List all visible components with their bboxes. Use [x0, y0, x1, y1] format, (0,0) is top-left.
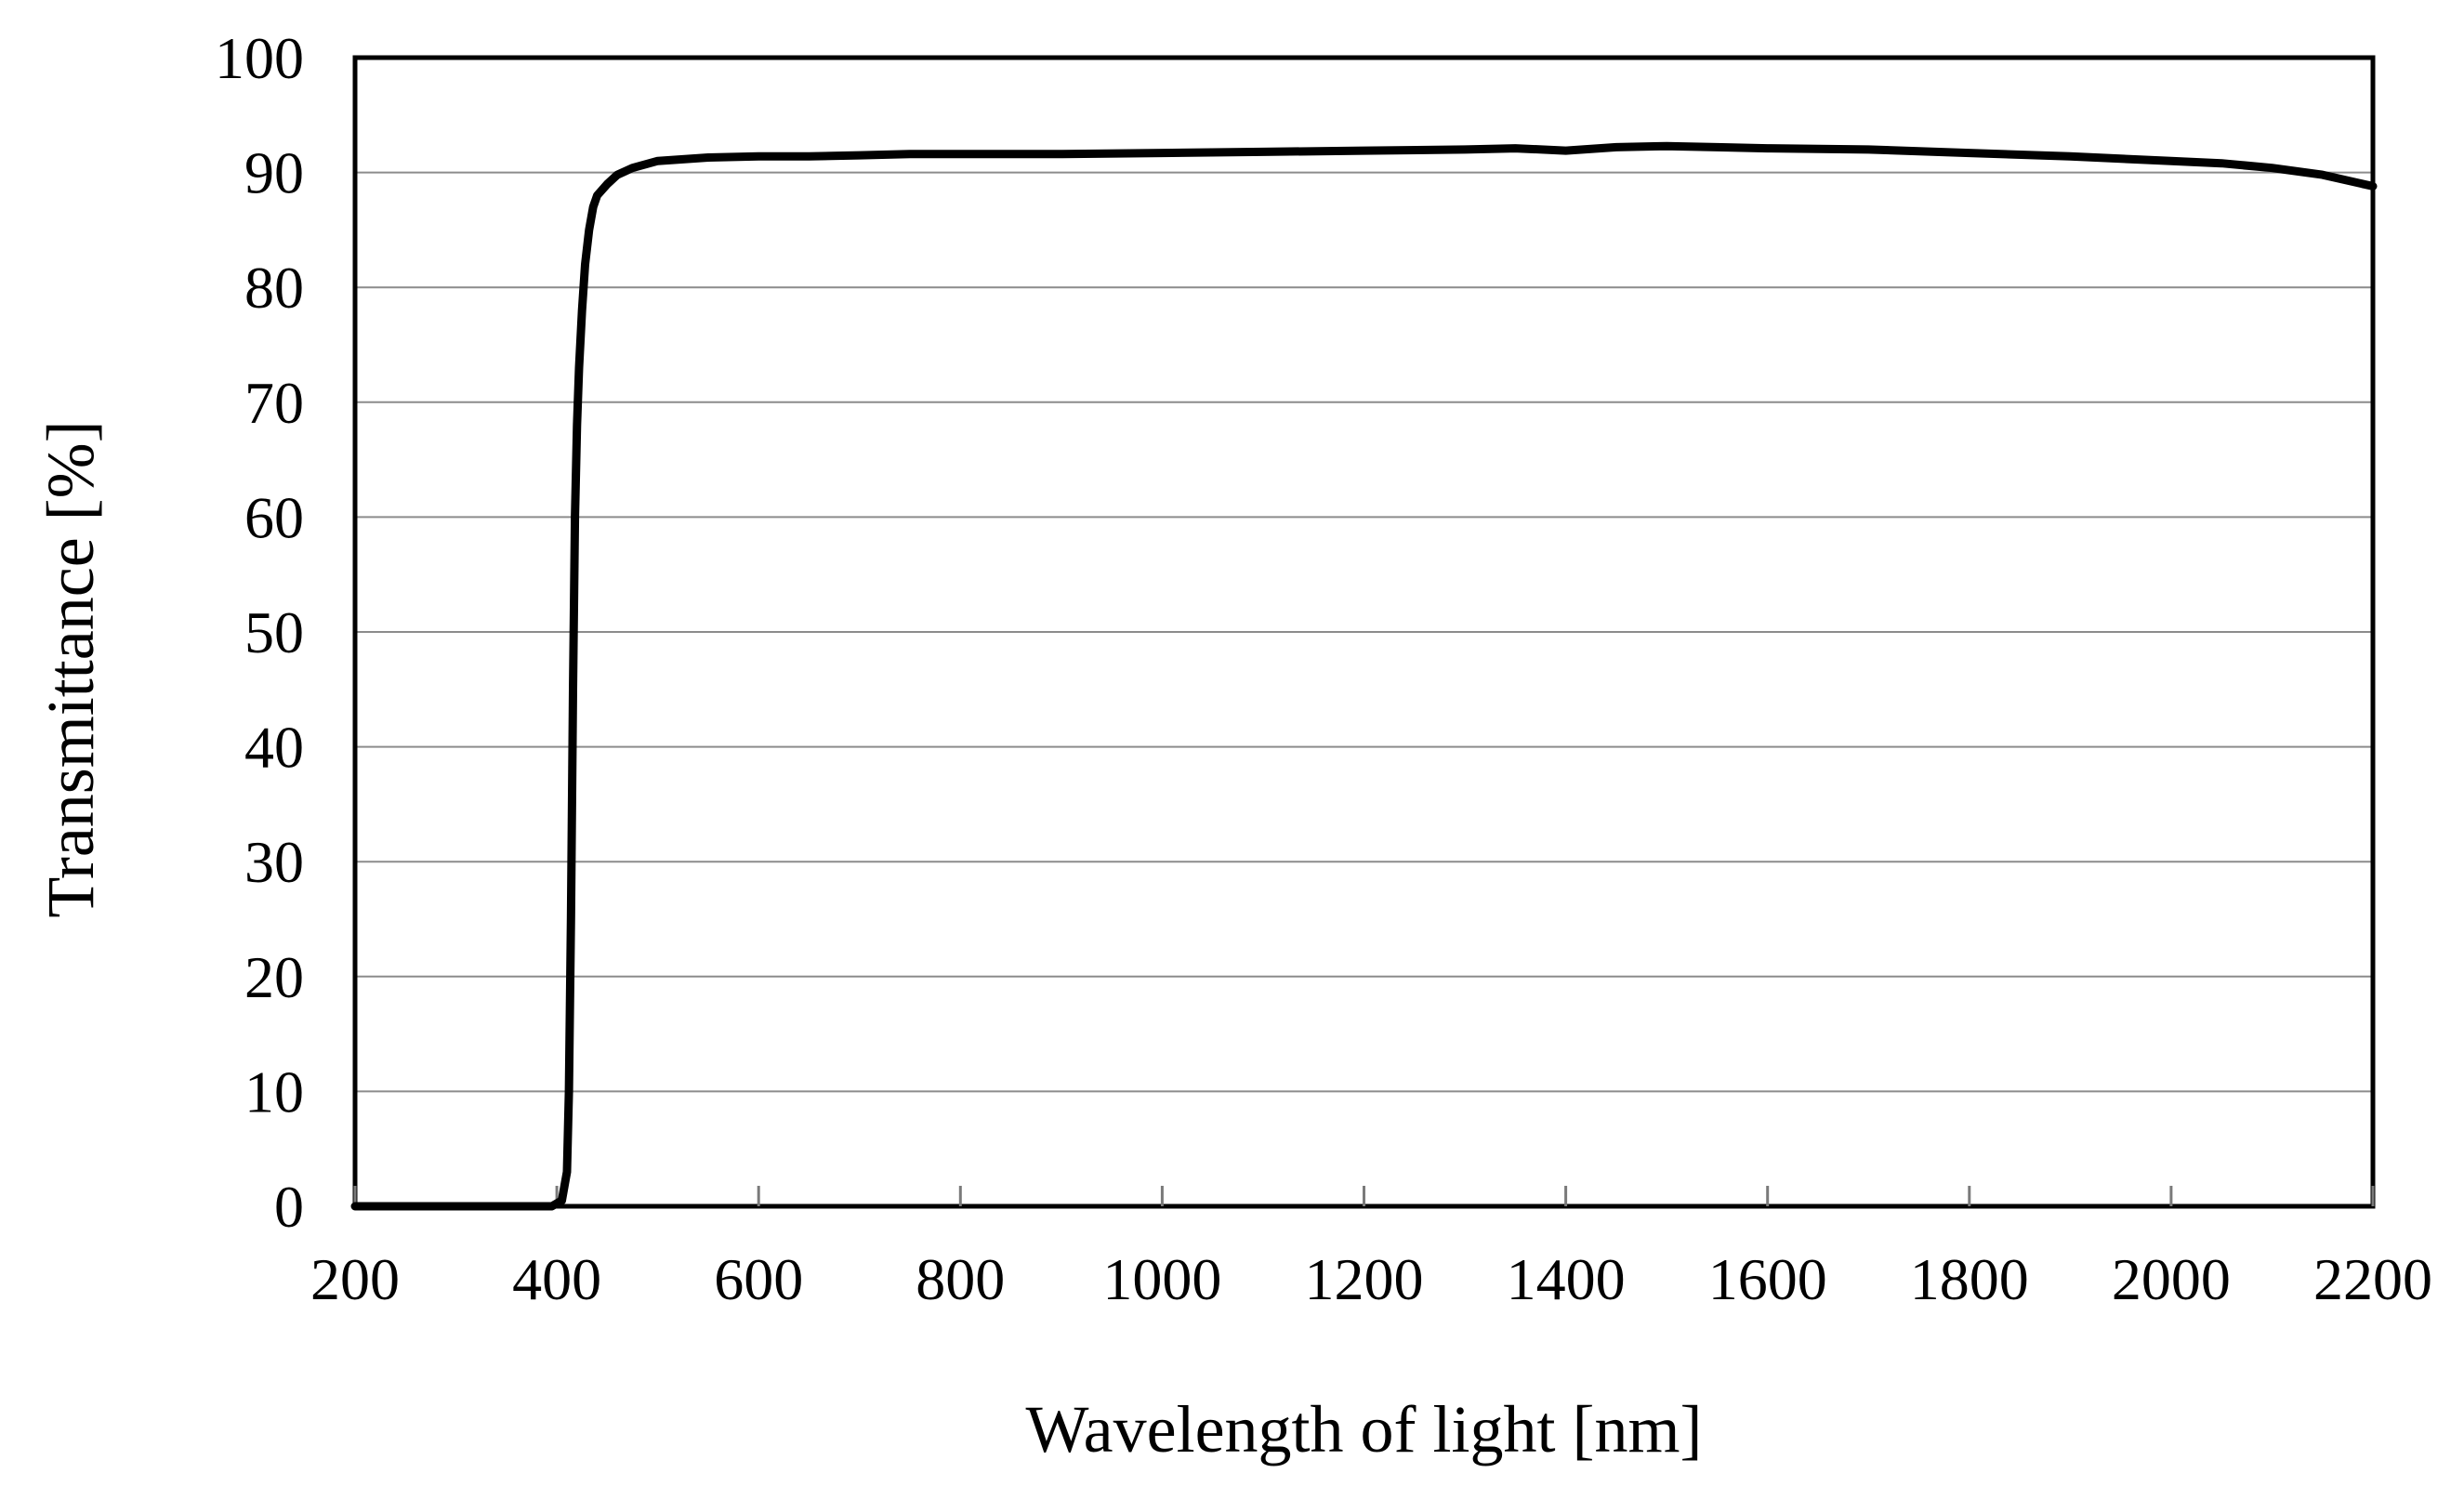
grid-lines: [355, 171, 2373, 1093]
y-tick-label: 30: [244, 829, 304, 895]
x-tick-label: 200: [310, 1246, 400, 1312]
x-tick-label: 400: [512, 1246, 601, 1312]
x-tick-label: 2000: [2112, 1246, 2231, 1312]
x-axis-title: Wavelength of light [nm]: [1025, 1392, 1702, 1466]
y-tick-label: 10: [244, 1059, 304, 1124]
x-tick-label: 1400: [1507, 1246, 1626, 1312]
x-tick-label: 1000: [1102, 1246, 1221, 1312]
x-tick-label: 2200: [2313, 1246, 2432, 1312]
y-tick-label: 40: [244, 715, 304, 781]
y-axis-title: Transmittance [%]: [33, 420, 108, 917]
y-tick-label: 100: [215, 25, 304, 91]
y-axis-ticks: 0 10 20 30 40 50 60 70 80 90 100: [215, 25, 304, 1240]
y-tick-label: 0: [274, 1174, 304, 1240]
y-tick-label: 80: [244, 255, 304, 321]
x-tick-label: 800: [916, 1246, 1005, 1312]
x-tick-label: 1800: [1910, 1246, 2029, 1312]
y-tick-label: 20: [244, 944, 304, 1010]
y-tick-label: 70: [244, 370, 304, 436]
transmittance-curve: [350, 141, 2378, 1211]
y-tick-label: 90: [244, 140, 304, 206]
x-tick-label: 600: [714, 1246, 803, 1312]
y-tick-label: 50: [244, 599, 304, 665]
y-tick-label: 60: [244, 484, 304, 550]
x-tick-label: 1200: [1305, 1246, 1424, 1312]
x-axis-ticks: 200 400 600 800 1000 1200 1400 1600 1800 2000 2200: [310, 1186, 2432, 1312]
x-tick-label: 1600: [1708, 1246, 1827, 1312]
